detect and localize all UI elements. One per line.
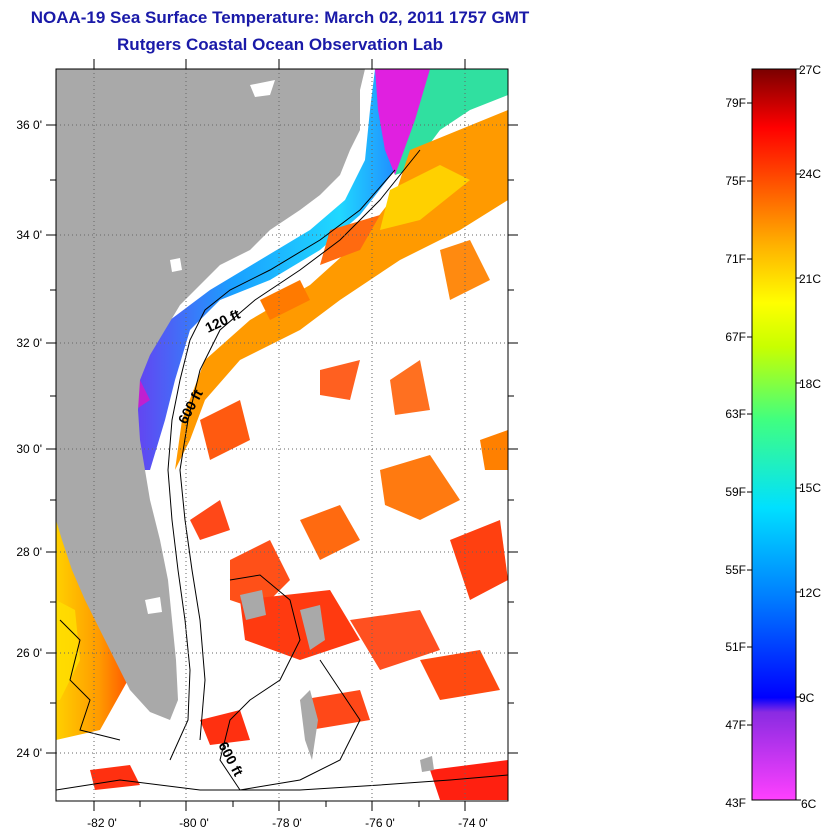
colorbar-c-label: 15C <box>799 481 821 495</box>
map-frame <box>55 68 509 802</box>
graticule <box>56 69 508 801</box>
gulf-yellow-patch <box>56 600 80 700</box>
latitude-labels: 36 0' 34 0' 32 0' 30 0' 28 0' 26 0' 24 0… <box>16 118 42 760</box>
map-title: NOAA-19 Sea Surface Temperature: March 0… <box>30 8 530 27</box>
colorbar-celsius-labels: 27C 24C 21C 18C 15C 12C 9C 6C <box>799 63 821 811</box>
colorbar-c-label: 9C <box>799 691 815 705</box>
lon-label: -80 0' <box>179 816 209 830</box>
colorbar-f-label: 71F <box>725 252 746 266</box>
colorbar-f-label: 51F <box>725 640 746 654</box>
colorbar-f-label: 59F <box>725 485 746 499</box>
colorbar-c-label: 27C <box>799 63 821 77</box>
contour-bahamas <box>219 574 361 791</box>
colorbar-f-label: 43F <box>725 796 746 810</box>
lat-label: 26 0' <box>16 646 42 660</box>
lon-label: -76 0' <box>365 816 395 830</box>
lat-label: 24 0' <box>16 746 42 760</box>
land-mass <box>56 69 365 720</box>
lake-okeechobee <box>145 597 162 614</box>
colorbar <box>751 68 797 801</box>
colorbar-fahrenheit-labels: 79F 75F 71F 67F 63F 59F 55F 51F 47F 43F <box>725 96 746 810</box>
colorbar-c-label: 6C <box>801 797 817 811</box>
colorbar-f-label: 63F <box>725 407 746 421</box>
colorbar-f-label: 47F <box>725 718 746 732</box>
lat-label: 36 0' <box>16 118 42 132</box>
colorbar-c-label: 21C <box>799 272 821 286</box>
colorbar-c-label: 12C <box>799 586 821 600</box>
lon-label: -78 0' <box>272 816 302 830</box>
colorbar-ticks <box>747 68 801 801</box>
map-area <box>56 69 508 801</box>
bahamas-island <box>300 690 318 760</box>
lat-label: 28 0' <box>16 545 42 559</box>
colorbar-f-label: 79F <box>725 96 746 110</box>
contour-120ft <box>167 169 396 761</box>
colorbar-f-label: 55F <box>725 563 746 577</box>
lat-label: 32 0' <box>16 336 42 350</box>
lon-label: -74 0' <box>458 816 488 830</box>
contour-600ft <box>179 149 421 741</box>
lat-label: 30 0' <box>16 442 42 456</box>
frame-ticks <box>46 59 518 811</box>
lat-label: 34 0' <box>16 228 42 242</box>
map-subtitle: Rutgers Coastal Ocean Observation Lab <box>117 35 443 54</box>
colorbar-c-label: 18C <box>799 377 821 391</box>
longitude-labels: -82 0' -80 0' -78 0' -76 0' -74 0' <box>87 816 488 830</box>
colorbar-f-label: 67F <box>725 330 746 344</box>
colorbar-f-label: 75F <box>725 174 746 188</box>
lon-label: -82 0' <box>87 816 117 830</box>
colorbar-c-label: 24C <box>799 167 821 181</box>
